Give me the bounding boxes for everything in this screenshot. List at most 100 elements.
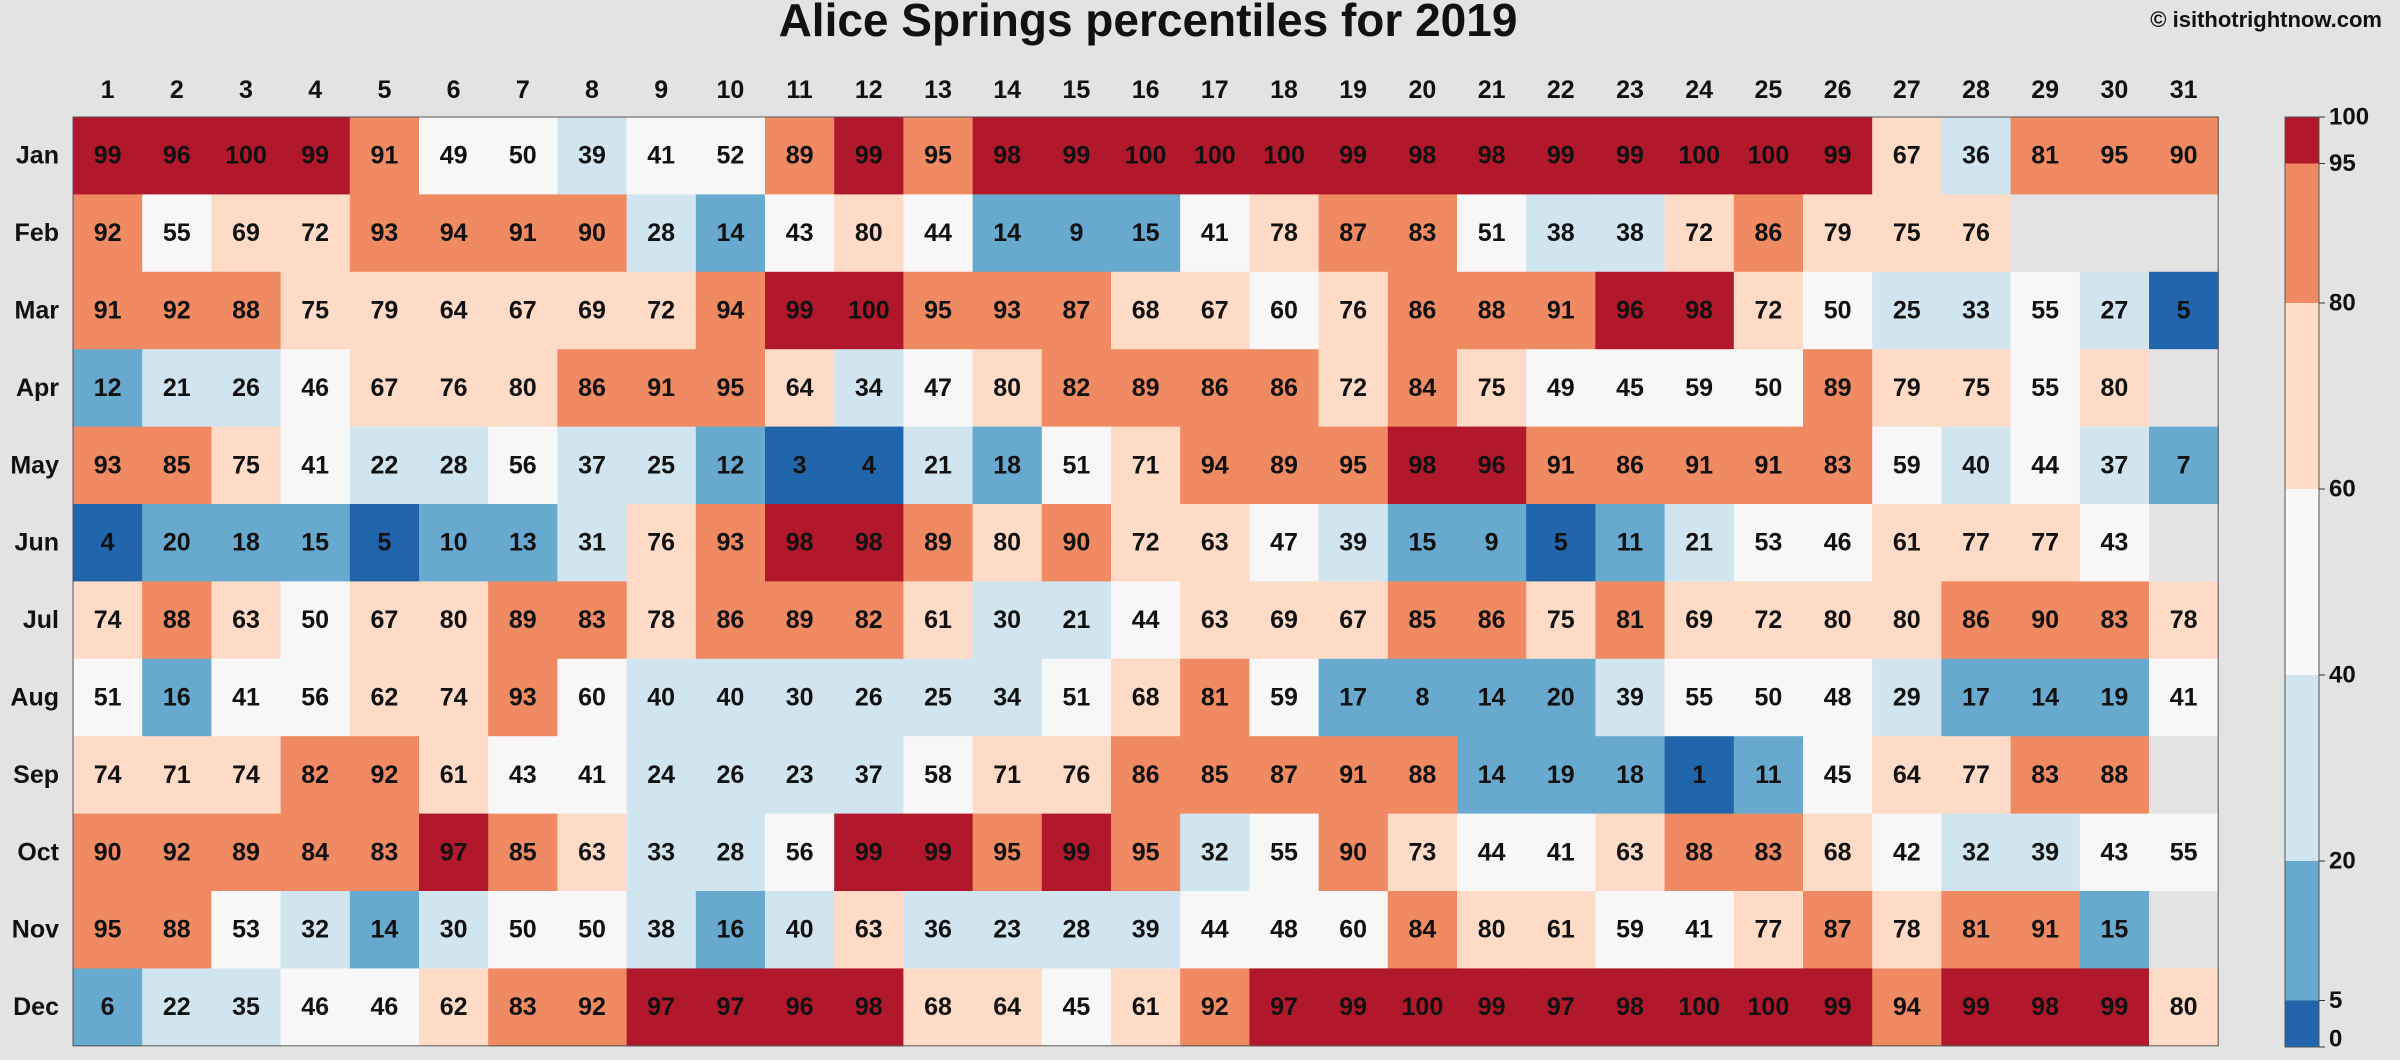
cell-value-label: 11 bbox=[1617, 529, 1644, 557]
heatmap-cell bbox=[1664, 349, 1735, 428]
heatmap-cell bbox=[1041, 581, 1112, 660]
color-scale-bin bbox=[2285, 861, 2319, 1001]
cell-value-label: 86 bbox=[1962, 606, 1990, 634]
heatmap-cell bbox=[972, 504, 1043, 582]
day-label: 14 bbox=[993, 76, 1021, 104]
heatmap-cell bbox=[557, 426, 628, 505]
heatmap-cell bbox=[626, 891, 697, 969]
cell-value-label: 98 bbox=[1685, 297, 1713, 325]
heatmap-cell bbox=[1803, 581, 1873, 660]
cell-value-label: 96 bbox=[786, 993, 814, 1021]
heatmap-cell bbox=[765, 968, 835, 1047]
cell-value-label: 91 bbox=[370, 142, 398, 170]
cell-value-label: 46 bbox=[1824, 529, 1852, 557]
heatmap-cell bbox=[1595, 813, 1666, 892]
cell-value-label: 93 bbox=[94, 451, 122, 479]
heatmap-cell bbox=[626, 504, 697, 582]
heatmap-cell bbox=[1803, 194, 1873, 273]
heatmap-cell bbox=[1803, 968, 1873, 1047]
cell-value-label: 68 bbox=[1132, 297, 1160, 325]
cell-value-label: 99 bbox=[1962, 993, 1990, 1021]
cell-value-label: 51 bbox=[94, 684, 122, 712]
cell-value-label: 95 bbox=[993, 838, 1021, 866]
cell-value-label: 77 bbox=[1962, 761, 1990, 789]
heatmap-cell bbox=[765, 349, 835, 428]
chart-title: Alice Springs percentiles for 2019 bbox=[779, 0, 1518, 46]
cell-value-label: 89 bbox=[1132, 374, 1160, 402]
heatmap-cell bbox=[1941, 581, 2012, 660]
heatmap-cell bbox=[1111, 813, 1181, 892]
cell-value-label: 91 bbox=[1339, 761, 1367, 789]
heatmap-cell bbox=[557, 194, 628, 273]
heatmap-cell bbox=[2149, 581, 2219, 660]
day-label: 19 bbox=[1339, 76, 1367, 104]
cell-value-label: 71 bbox=[1132, 451, 1160, 479]
heatmap-cell bbox=[2010, 891, 2081, 969]
cell-value-label: 17 bbox=[1962, 684, 1990, 712]
cell-value-label: 53 bbox=[232, 916, 260, 944]
heatmap-cell bbox=[419, 504, 489, 582]
cell-value-label: 100 bbox=[1748, 142, 1790, 170]
heatmap-cell bbox=[1664, 504, 1735, 582]
heatmap-cell bbox=[2149, 426, 2219, 505]
cell-value-label: 99 bbox=[94, 142, 122, 170]
heatmap-cell bbox=[1249, 736, 1320, 815]
cell-value-label: 23 bbox=[993, 916, 1021, 944]
cell-value-label: 74 bbox=[440, 684, 468, 712]
cell-value-label: 61 bbox=[440, 761, 468, 789]
cell-value-label: 99 bbox=[1062, 142, 1090, 170]
day-label: 28 bbox=[1962, 76, 1990, 104]
cell-value-label: 13 bbox=[509, 529, 537, 557]
heatmap-cell bbox=[349, 813, 420, 892]
month-label: Feb bbox=[15, 219, 59, 247]
heatmap-cell bbox=[2079, 736, 2150, 815]
cell-value-label: 75 bbox=[1547, 606, 1575, 634]
color-scale-tick-label: 5 bbox=[2329, 987, 2342, 1014]
heatmap-cell bbox=[765, 194, 835, 273]
heatmap-cell bbox=[1872, 891, 1942, 969]
cell-value-label: 92 bbox=[1201, 993, 1229, 1021]
cell-value-label: 67 bbox=[1893, 142, 1921, 170]
heatmap-cell bbox=[1041, 117, 1112, 195]
heatmap-cell bbox=[2010, 968, 2081, 1047]
heatmap-cell bbox=[1249, 658, 1320, 737]
heatmap-cell bbox=[1111, 426, 1181, 505]
heatmap-cell bbox=[1941, 271, 2012, 350]
heatmap-cell bbox=[1733, 658, 1804, 737]
cell-value-label: 89 bbox=[786, 142, 814, 170]
cell-value-label: 80 bbox=[509, 374, 537, 402]
cell-value-label: 1 bbox=[1692, 761, 1706, 789]
heatmap-cell bbox=[834, 658, 904, 737]
heatmap-cell bbox=[972, 271, 1043, 350]
cell-value-label: 80 bbox=[2100, 374, 2128, 402]
cell-value-label: 69 bbox=[578, 297, 606, 325]
heatmap-cell bbox=[211, 271, 282, 350]
heatmap-cell bbox=[765, 117, 835, 195]
heatmap-cell bbox=[1180, 736, 1250, 815]
heatmap-cell bbox=[626, 426, 697, 505]
heatmap-cell bbox=[73, 968, 143, 1047]
cell-value-label: 60 bbox=[578, 684, 606, 712]
heatmap-cell bbox=[765, 891, 835, 969]
cell-value-label: 25 bbox=[924, 684, 952, 712]
cell-value-label: 36 bbox=[1962, 142, 1990, 170]
heatmap-cell bbox=[1941, 426, 2012, 505]
heatmap-cell bbox=[1733, 194, 1804, 273]
cell-value-label: 27 bbox=[2100, 297, 2128, 325]
heatmap-cell bbox=[142, 736, 212, 815]
heatmap-cell bbox=[1803, 891, 1873, 969]
heatmap-cell bbox=[1111, 658, 1181, 737]
cell-value-label: 67 bbox=[1201, 297, 1229, 325]
cell-value-label: 17 bbox=[1339, 684, 1367, 712]
cell-value-label: 99 bbox=[1062, 838, 1090, 866]
cell-value-label: 80 bbox=[2170, 993, 2198, 1021]
heatmap-cell bbox=[626, 813, 697, 892]
cell-value-label: 88 bbox=[163, 606, 191, 634]
heatmap-cell bbox=[1941, 736, 2012, 815]
cell-value-label: 85 bbox=[1408, 606, 1436, 634]
heatmap-cell bbox=[349, 349, 420, 428]
heatmap-cell bbox=[2079, 581, 2150, 660]
heatmap-cell bbox=[1387, 581, 1458, 660]
cell-value-label: 43 bbox=[786, 219, 814, 247]
cell-value-label: 9 bbox=[1069, 219, 1083, 247]
